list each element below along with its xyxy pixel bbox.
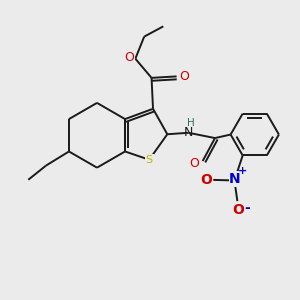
Text: O: O bbox=[179, 70, 189, 83]
Text: -: - bbox=[244, 201, 250, 214]
Text: O: O bbox=[124, 51, 134, 64]
Text: N: N bbox=[184, 126, 193, 139]
Text: N: N bbox=[229, 172, 241, 186]
Text: S: S bbox=[146, 155, 153, 165]
Text: O: O bbox=[232, 203, 244, 217]
Text: H: H bbox=[187, 118, 195, 128]
Text: +: + bbox=[238, 166, 247, 176]
Text: O: O bbox=[200, 173, 212, 187]
Text: O: O bbox=[190, 158, 199, 170]
